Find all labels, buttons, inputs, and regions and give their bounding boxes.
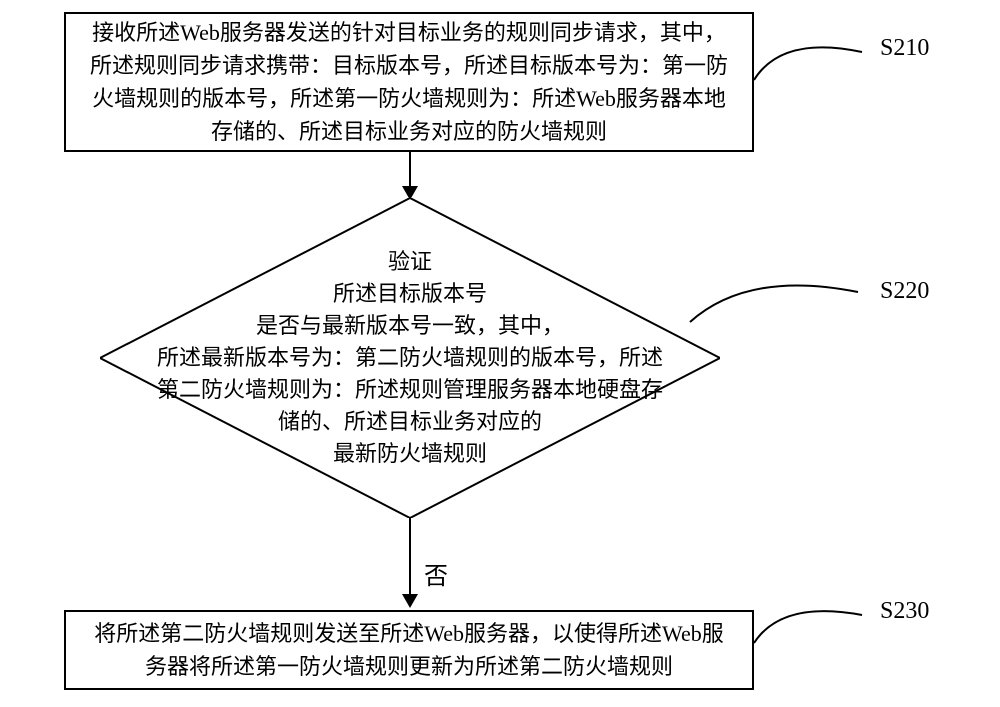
arrow-2	[409, 518, 411, 596]
label-s210: S210	[880, 35, 929, 62]
s230-text: 将所述第二防火墙规则发送至所述Web服务器，以使得所述Web服务器将所述第一防火…	[84, 617, 734, 683]
edge-label-no: 否	[424, 556, 448, 591]
connector-s220	[688, 280, 868, 340]
process-box-s210: 接收所述Web服务器发送的针对目标业务的规则同步请求，其中，所述规则同步请求携带…	[64, 12, 754, 152]
arrow-1	[409, 152, 411, 188]
s210-text: 接收所述Web服务器发送的针对目标业务的规则同步请求，其中，所述规则同步请求携带…	[84, 16, 734, 148]
connector-s230	[752, 605, 872, 655]
process-box-s230: 将所述第二防火墙规则发送至所述Web服务器，以使得所述Web服务器将所述第一防火…	[64, 610, 754, 690]
arrow-2-head	[402, 594, 418, 608]
decision-diamond-s220: 验证 所述目标版本号 是否与最新版本号一致，其中， 所述最新版本号为：第二防火墙…	[100, 198, 720, 518]
connector-s210	[752, 40, 872, 100]
label-s230: S230	[880, 598, 929, 625]
s220-text: 验证 所述目标版本号 是否与最新版本号一致，其中， 所述最新版本号为：第二防火墙…	[120, 223, 700, 493]
label-s220: S220	[880, 278, 929, 305]
